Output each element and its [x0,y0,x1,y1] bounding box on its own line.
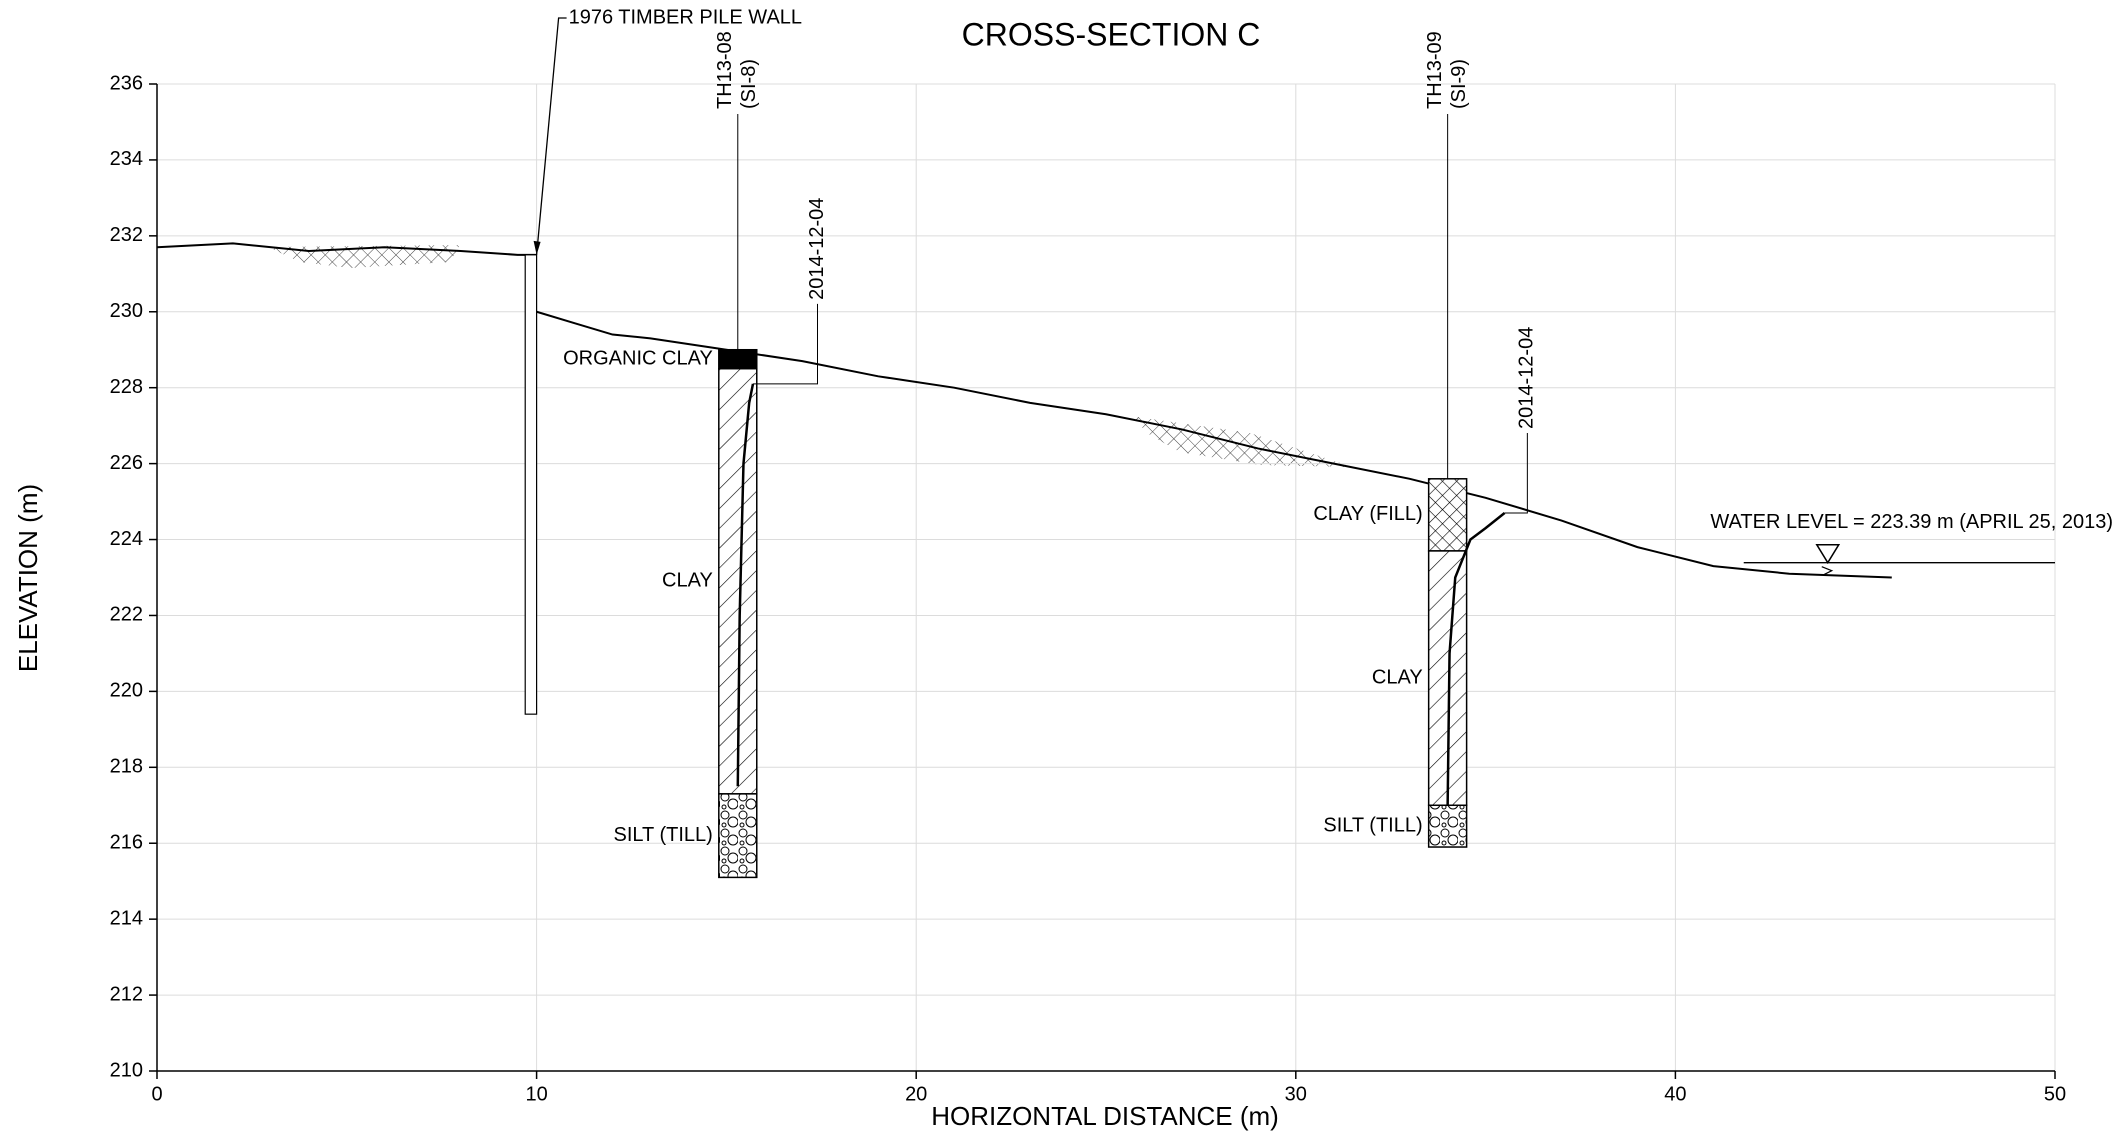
layer-label: CLAY (FILL) [1313,503,1422,525]
water-symbol [1817,545,1839,563]
layer-label: CLAY [662,570,713,592]
y-tick-label: 230 [110,300,143,322]
y-tick-label: 212 [110,983,143,1005]
y-tick-label: 222 [110,604,143,626]
borehole-name: TH13-09 [1424,31,1446,109]
pile-wall-label: 1976 TIMBER PILE WALL [569,6,802,28]
y-tick-label: 220 [110,680,143,702]
layer-pattern [719,794,757,878]
arrow-head [534,241,541,255]
y-tick-label: 236 [110,72,143,94]
chart-title: CROSS-SECTION C [962,16,1261,52]
inclinometer-label: 2014-12-04 [1516,327,1538,429]
inclinometer-leader [753,304,818,384]
pile-wall [525,255,536,714]
layer-pattern [1429,479,1467,551]
y-tick-label: 234 [110,148,143,170]
x-tick-label: 50 [2044,1083,2066,1105]
layer-pattern [719,350,757,369]
layer-label: ORGANIC CLAY [563,348,713,370]
y-tick-label: 232 [110,224,143,246]
leader-line [537,18,567,255]
y-tick-label: 216 [110,832,143,854]
water-level-label: WATER LEVEL = 223.39 m (APRIL 25, 2013) [1710,511,2113,533]
y-tick-label: 226 [110,452,143,474]
x-tick-label: 40 [1664,1083,1686,1105]
y-tick-label: 210 [110,1059,143,1081]
x-tick-label: 30 [1285,1083,1307,1105]
inclinometer-leader [1505,433,1528,513]
surface-hatch [1130,416,1352,467]
layer-label: CLAY [1372,666,1423,688]
borehole-instrument: (SI-8) [738,59,760,109]
water-symbol [1822,567,1832,575]
y-tick-label: 224 [110,528,143,550]
layer-label: SILT (TILL) [1323,814,1422,836]
borehole-name: TH13-08 [714,31,736,109]
layer-label: SILT (TILL) [614,824,713,846]
y-tick-label: 218 [110,756,143,778]
page: CROSS-SECTION C HORIZONTAL DISTANCE (m) … [0,0,2123,1131]
ground-surface [157,243,1892,577]
borehole-instrument: (SI-9) [1448,59,1470,109]
x-tick-label: 20 [905,1083,927,1105]
chart: CROSS-SECTION C HORIZONTAL DISTANCE (m) … [0,0,2123,1131]
inclinometer-label: 2014-12-04 [806,198,828,300]
x-tick-label: 0 [151,1083,162,1105]
y-tick-label: 228 [110,376,143,398]
y-axis-label: ELEVATION (m) [13,484,43,672]
x-axis-label: HORIZONTAL DISTANCE (m) [931,1101,1279,1131]
layer-pattern [1429,805,1467,847]
x-tick-label: 10 [525,1083,547,1105]
y-tick-label: 214 [110,907,143,929]
